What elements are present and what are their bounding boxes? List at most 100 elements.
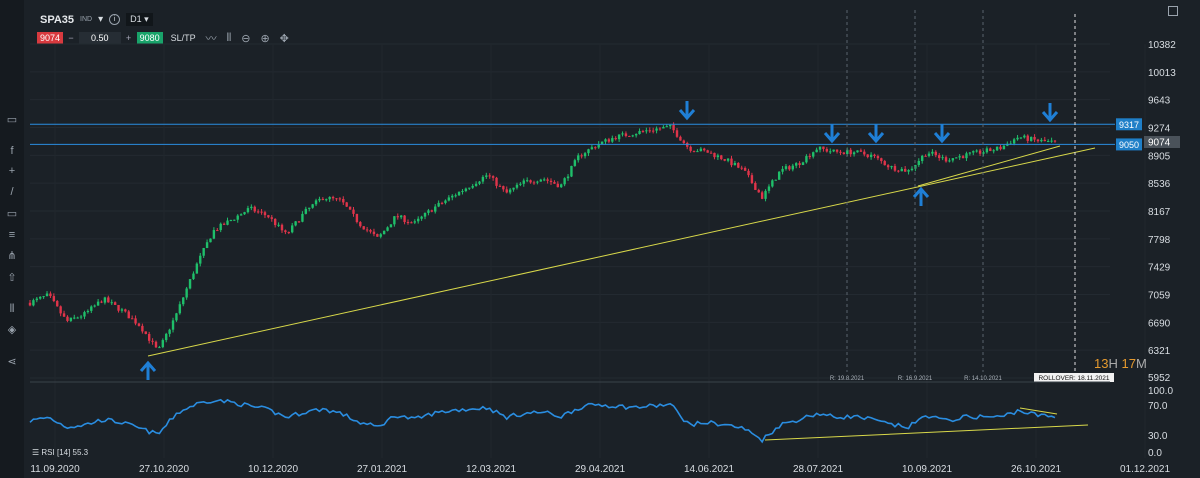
candle-body (825, 148, 829, 152)
candle-body (161, 340, 165, 348)
symbol-dropdown-icon[interactable]: ▾ (98, 14, 104, 25)
function-icon[interactable]: f (10, 145, 14, 157)
shape-icon[interactable]: ⇧ (7, 272, 17, 284)
candle-body (692, 150, 696, 152)
candle-body (948, 160, 951, 162)
candle-body (90, 306, 93, 311)
candle-body (481, 176, 485, 182)
candle-body (839, 151, 842, 153)
candle-body (570, 165, 573, 177)
candle-body (720, 155, 723, 160)
sltp-button[interactable]: SL/TP (170, 33, 196, 43)
candle-body (818, 146, 822, 150)
candle-body (849, 149, 852, 155)
candle-body (760, 192, 764, 199)
candle-body (519, 183, 522, 185)
candle-body (791, 165, 794, 170)
candle-body (549, 180, 553, 183)
price-axis-label: 7798 (1148, 235, 1171, 246)
maximize-icon[interactable] (1168, 6, 1178, 16)
pitchfork-icon[interactable]: ⋔ (7, 250, 17, 262)
candle-body (379, 234, 382, 237)
candle-body (703, 148, 706, 151)
candle-body (151, 340, 154, 342)
candle-body (399, 215, 403, 218)
candle-body (69, 317, 73, 321)
move-icon[interactable]: ✥ (279, 32, 289, 45)
candle-body (723, 159, 726, 161)
candle-body (86, 310, 90, 313)
candle-body (682, 140, 686, 143)
candle-body (614, 138, 617, 140)
timeframe-select[interactable]: D1 ▾ (126, 13, 153, 26)
zoom-in-icon[interactable]: ⊕ (260, 32, 270, 45)
share-icon[interactable]: ⋖ (7, 356, 17, 368)
quantity-input[interactable]: 0.50 (79, 32, 121, 44)
candle-body (869, 154, 873, 158)
candle-body (587, 149, 590, 154)
buy-button[interactable]: 9080 (136, 32, 163, 44)
candle-body (989, 148, 992, 152)
candle-body (49, 293, 52, 297)
rectangle-icon[interactable]: ▭ (6, 208, 18, 220)
candle-body (372, 231, 376, 235)
line-tool-icon[interactable]: / (10, 186, 14, 198)
candle-body (706, 150, 709, 153)
candle-body (1023, 135, 1026, 138)
date-axis-label: 10.12.2020 (248, 464, 298, 475)
candle-body (478, 181, 481, 184)
candle-body (621, 133, 624, 135)
candle-body (726, 158, 730, 161)
price-axis-label: 7059 (1148, 291, 1171, 302)
increase-quantity-button[interactable]: + (125, 33, 132, 43)
up-arrow-icon (139, 360, 157, 380)
candle-body (886, 165, 890, 168)
candle-body (365, 229, 369, 231)
candle-body (573, 160, 577, 166)
decrease-quantity-button[interactable]: − (68, 33, 74, 43)
candle-body (658, 128, 662, 130)
candle-body (624, 133, 628, 136)
candles-icon[interactable]: ⫴ (226, 31, 232, 44)
price-axis-label: 9643 (1148, 96, 1171, 107)
candle-body (750, 175, 754, 183)
fibonacci-icon[interactable]: ≡ (8, 229, 16, 241)
candle-body (832, 149, 835, 152)
indicator-icon[interactable]: ⫴ (9, 303, 15, 315)
candle-body (938, 155, 941, 158)
candle-body (294, 221, 297, 226)
candle-body (485, 175, 488, 177)
candle-body (812, 152, 815, 157)
candle-body (127, 311, 130, 319)
candle-body (699, 148, 703, 152)
candle-body (597, 144, 600, 148)
candle-body (1026, 135, 1029, 141)
candle-body (461, 190, 464, 192)
candle-body (600, 141, 604, 145)
sell-button[interactable]: 9074 (37, 32, 64, 44)
candle-body (553, 182, 556, 184)
layers-icon[interactable]: ◈ (7, 324, 17, 336)
window-icon[interactable]: ▭ (6, 114, 18, 126)
candle-body (52, 296, 56, 302)
candle-body (508, 189, 512, 193)
candle-body (716, 155, 720, 158)
candle-body (35, 298, 39, 301)
candle-body (389, 224, 393, 228)
candle-body (645, 130, 648, 132)
current-price-badge (1144, 136, 1180, 148)
candle-body (1050, 140, 1053, 142)
info-icon[interactable]: i (109, 14, 121, 25)
zoom-out-icon[interactable]: ⊖ (241, 32, 251, 45)
symbol-name[interactable]: SPA35 (40, 13, 75, 26)
candle-body (1036, 139, 1040, 142)
line-chart-icon[interactable]: 〰 (205, 33, 217, 45)
candle-body (965, 153, 968, 159)
date-axis-label: 28.07.2021 (793, 464, 843, 475)
candle-body (444, 200, 447, 203)
candle-body (880, 158, 883, 162)
crosshair-icon[interactable]: + (8, 165, 16, 177)
candle-body (182, 297, 185, 305)
candle-body (457, 191, 461, 196)
